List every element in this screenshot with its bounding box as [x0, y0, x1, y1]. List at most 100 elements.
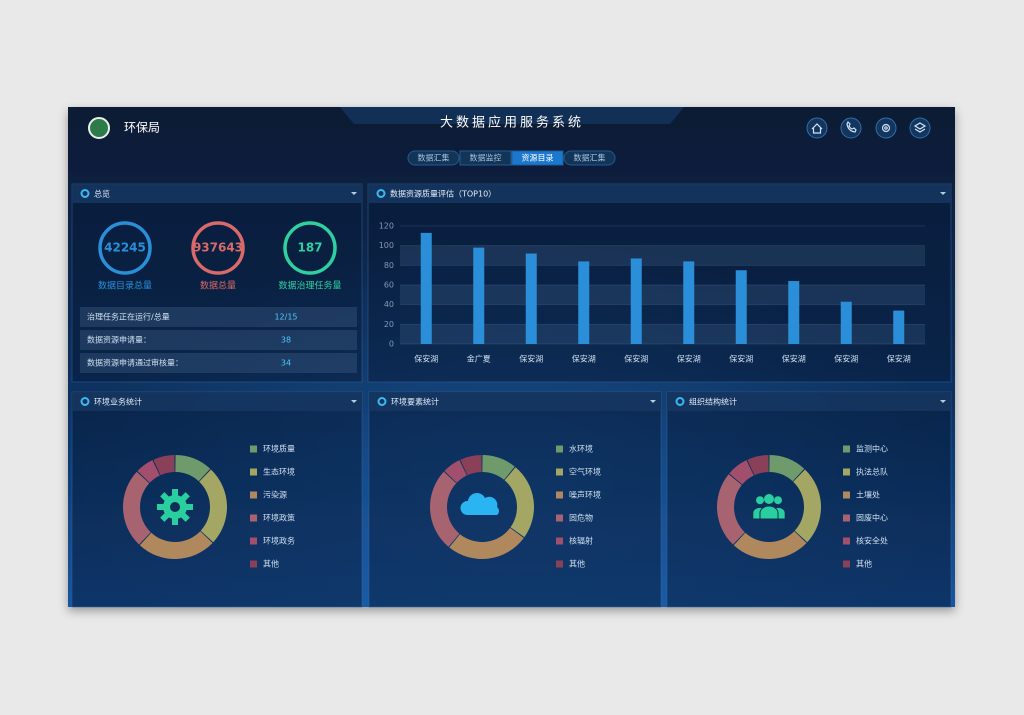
bar: [788, 281, 800, 344]
stat-label: 数据总量: [200, 280, 236, 292]
panel-title: 总览: [94, 189, 110, 199]
bar: [420, 232, 432, 344]
stat-value: 42245: [104, 241, 146, 255]
panel: [71, 183, 363, 383]
x-tick-label: 保安湖: [624, 354, 648, 364]
donut-segment: [429, 471, 460, 547]
stat-ring: [191, 221, 245, 275]
header-icons: [806, 117, 931, 139]
stat-ring: [98, 221, 152, 275]
bar: [840, 301, 852, 344]
donut-segment: [482, 455, 515, 480]
layers-button[interactable]: [909, 117, 931, 139]
donut-segment: [747, 455, 769, 476]
legend-label: 土壤处: [856, 490, 880, 500]
nav-tab[interactable]: [407, 150, 460, 166]
panel-dropdown[interactable]: [351, 400, 357, 403]
x-tick-label: 保安湖: [887, 354, 911, 364]
panel-dropdown[interactable]: [940, 192, 946, 195]
panel: [367, 183, 952, 383]
x-tick-label: 保安湖: [519, 354, 543, 364]
icon-part: [157, 504, 165, 510]
panel: [368, 391, 662, 608]
donut-segment: [153, 455, 175, 476]
y-tick-label: 60: [384, 281, 394, 290]
legend-swatch: [843, 537, 850, 545]
nav-tab-label: 数据汇集: [418, 153, 450, 163]
y-tick-label: 100: [379, 241, 394, 250]
stat-value: 187: [297, 241, 322, 255]
nav-tab[interactable]: [511, 150, 564, 166]
legend-swatch: [556, 445, 563, 453]
icon-part: [774, 496, 782, 505]
title-plate: [340, 107, 684, 124]
legend-swatch: [250, 468, 257, 476]
donut-segment: [729, 460, 754, 485]
legend-label: 空气环境: [569, 467, 601, 477]
y-tick-label: 20: [384, 320, 394, 329]
x-tick-label: 保安湖: [834, 354, 858, 364]
nav-tab-label: 资源目录: [522, 153, 554, 163]
donut-segment: [123, 471, 151, 545]
settings-button[interactable]: [875, 117, 897, 139]
icon-part: [759, 505, 779, 520]
home-button[interactable]: [806, 117, 828, 139]
legend-label: 其他: [569, 559, 585, 569]
legend-swatch: [556, 491, 563, 499]
legend-swatch: [556, 560, 563, 568]
y-tick-label: 0: [389, 340, 394, 349]
panel-dropdown[interactable]: [650, 400, 656, 403]
y-tick-label: 40: [384, 300, 394, 309]
legend-swatch: [843, 491, 850, 499]
nav-tab[interactable]: [459, 150, 512, 166]
legend-label: 执法总队: [856, 467, 888, 477]
legend-label: 污染源: [263, 490, 287, 500]
panel-dropdown[interactable]: [940, 400, 946, 403]
panel-header: [72, 392, 362, 411]
panel-dropdown[interactable]: [351, 192, 357, 195]
legend-label: 环境质量: [263, 444, 295, 454]
donut-segment: [444, 460, 467, 483]
donut-segment: [175, 455, 211, 482]
panel-header: [368, 184, 951, 203]
panel-title: 组织结构统计: [689, 397, 737, 407]
donut-segment: [733, 531, 807, 560]
bar: [578, 261, 590, 344]
legend-label: 噪声环境: [569, 490, 601, 500]
donut-segment: [137, 460, 160, 483]
donut-segment: [449, 527, 524, 559]
panel-title: 环境要素统计: [391, 397, 439, 407]
x-tick-label: 保安湖: [572, 354, 596, 364]
panel-icon: [80, 397, 90, 406]
donut-segment: [504, 467, 534, 538]
legend-swatch: [250, 514, 257, 522]
legend-swatch: [843, 560, 850, 568]
legend-label: 环境政策: [263, 513, 295, 523]
donut-segment: [769, 455, 805, 482]
x-tick-label: 保安湖: [782, 354, 806, 364]
bar: [525, 253, 537, 344]
bar: [893, 310, 905, 344]
legend-label: 环境政务: [263, 536, 295, 546]
legend-label: 固危物: [569, 513, 593, 523]
icon-part: [756, 496, 764, 505]
legend-label: 其他: [263, 559, 279, 569]
x-tick-label: 保安湖: [729, 354, 753, 364]
nav-tab[interactable]: [563, 150, 616, 166]
legend-swatch: [556, 468, 563, 476]
panel-header: [72, 184, 362, 203]
info-label: 治理任务正在运行/总量: [87, 312, 170, 322]
nav-tab-label: 数据监控: [470, 153, 502, 163]
info-value: 34: [281, 359, 291, 368]
legend-label: 水环境: [569, 444, 593, 454]
stat-label: 数据目录总量: [98, 280, 152, 292]
info-label: 数据资源申请通过审核量：: [87, 358, 183, 368]
legend-swatch: [250, 560, 257, 568]
legend-label: 监测中心: [856, 444, 888, 454]
legend-swatch: [250, 537, 257, 545]
y-tick-label: 120: [379, 222, 394, 231]
org-name: 环保局: [124, 121, 160, 135]
panel-icon: [675, 397, 685, 406]
panel-icon: [376, 189, 386, 198]
